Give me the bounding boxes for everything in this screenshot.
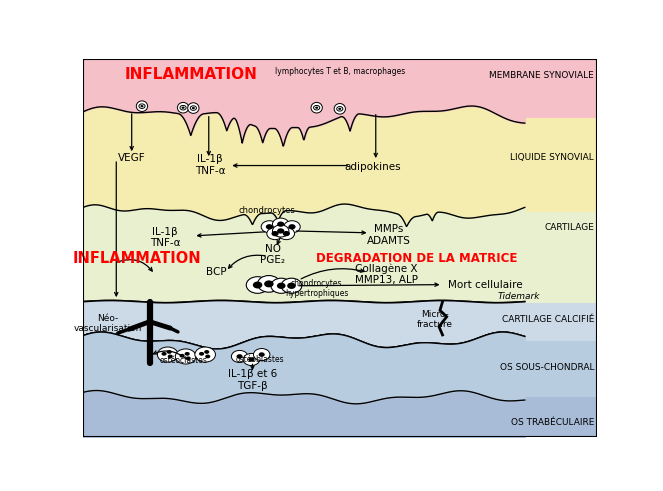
- Text: INFLAMMATION: INFLAMMATION: [72, 251, 201, 266]
- Circle shape: [287, 283, 296, 289]
- Circle shape: [277, 221, 284, 227]
- Circle shape: [277, 283, 286, 289]
- Circle shape: [249, 357, 255, 362]
- Circle shape: [284, 221, 300, 233]
- Text: MMPs
ADAMTS: MMPs ADAMTS: [367, 224, 410, 246]
- Circle shape: [139, 104, 145, 109]
- Circle shape: [162, 352, 166, 355]
- Text: OS TRABÉCULAIRE: OS TRABÉCULAIRE: [511, 418, 594, 427]
- Text: Collagène X
MMP13, ALP: Collagène X MMP13, ALP: [355, 263, 418, 285]
- Ellipse shape: [334, 104, 345, 114]
- Circle shape: [338, 108, 341, 110]
- Text: chondrocytes: chondrocytes: [239, 206, 295, 215]
- Text: CARTILAGE CALCIFIÉ: CARTILAGE CALCIFIÉ: [502, 315, 594, 324]
- Bar: [83, 59, 597, 117]
- Circle shape: [314, 106, 320, 110]
- Text: OS SOUS-CHONDRAL: OS SOUS-CHONDRAL: [500, 362, 594, 372]
- Circle shape: [271, 231, 278, 236]
- Text: IL-1β
TNF-α: IL-1β TNF-α: [195, 154, 225, 176]
- Text: lymphocytes T et B, macrophages: lymphocytes T et B, macrophages: [274, 66, 405, 76]
- Circle shape: [282, 231, 290, 236]
- Circle shape: [168, 355, 173, 358]
- Circle shape: [337, 107, 343, 111]
- Circle shape: [175, 349, 196, 364]
- Text: VEGF: VEGF: [118, 153, 145, 163]
- Circle shape: [237, 354, 243, 359]
- Circle shape: [259, 353, 265, 357]
- Circle shape: [190, 106, 196, 110]
- Circle shape: [272, 218, 289, 230]
- Text: ostéoclastes: ostéoclastes: [159, 356, 207, 365]
- Text: LIQUIDE SYNOVIAL: LIQUIDE SYNOVIAL: [511, 153, 594, 162]
- Text: DEGRADATION DE LA MATRICE: DEGRADATION DE LA MATRICE: [316, 252, 518, 265]
- Circle shape: [278, 227, 294, 240]
- Circle shape: [267, 227, 283, 240]
- Circle shape: [264, 280, 274, 287]
- Circle shape: [315, 107, 318, 109]
- Bar: [83, 117, 597, 212]
- Circle shape: [184, 352, 190, 355]
- Circle shape: [141, 105, 143, 108]
- Ellipse shape: [188, 103, 199, 113]
- Text: Micro-
fracture: Micro- fracture: [417, 310, 453, 329]
- Text: IL-1β
TNF-α: IL-1β TNF-α: [150, 226, 180, 248]
- Text: INFLAMMATION: INFLAMMATION: [125, 67, 257, 82]
- Text: Mort cellulaire: Mort cellulaire: [448, 280, 522, 290]
- Circle shape: [253, 349, 270, 360]
- Text: Tidemark: Tidemark: [498, 292, 540, 301]
- Bar: [83, 303, 597, 341]
- Text: Néo-
vascularisation: Néo- vascularisation: [74, 314, 142, 333]
- Circle shape: [157, 347, 178, 362]
- Circle shape: [288, 224, 296, 229]
- Circle shape: [272, 225, 289, 237]
- Circle shape: [261, 221, 278, 233]
- Circle shape: [180, 354, 184, 357]
- Circle shape: [199, 352, 204, 355]
- Text: MEMBRANE SYNOVIALE: MEMBRANE SYNOVIALE: [489, 71, 594, 81]
- Circle shape: [257, 275, 280, 292]
- Text: IL-1β et 6
TGF-β: IL-1β et 6 TGF-β: [228, 370, 277, 391]
- Circle shape: [266, 224, 273, 229]
- Circle shape: [166, 350, 172, 354]
- Text: adipokines: adipokines: [345, 162, 402, 172]
- Bar: [83, 397, 597, 437]
- Circle shape: [231, 351, 248, 362]
- Circle shape: [243, 354, 260, 365]
- Ellipse shape: [311, 103, 322, 113]
- Text: ostéoblastes: ostéoblastes: [236, 355, 284, 364]
- Circle shape: [186, 356, 191, 360]
- Circle shape: [205, 355, 210, 358]
- Circle shape: [281, 278, 302, 293]
- Text: CARTILAGE: CARTILAGE: [544, 222, 594, 232]
- Text: NO
PGE₂: NO PGE₂: [261, 244, 286, 265]
- Circle shape: [253, 281, 263, 289]
- Circle shape: [271, 278, 292, 293]
- Circle shape: [204, 350, 210, 354]
- Circle shape: [195, 347, 215, 362]
- Ellipse shape: [137, 101, 148, 111]
- Circle shape: [180, 106, 186, 110]
- Circle shape: [182, 107, 184, 109]
- Circle shape: [192, 107, 195, 109]
- Circle shape: [277, 228, 284, 234]
- Ellipse shape: [178, 103, 189, 113]
- Bar: [83, 212, 597, 303]
- Bar: [83, 341, 597, 397]
- Text: chondrocytes
hypertrophiques: chondrocytes hypertrophiques: [285, 279, 348, 298]
- Text: BCP: BCP: [206, 267, 227, 277]
- Circle shape: [246, 277, 269, 293]
